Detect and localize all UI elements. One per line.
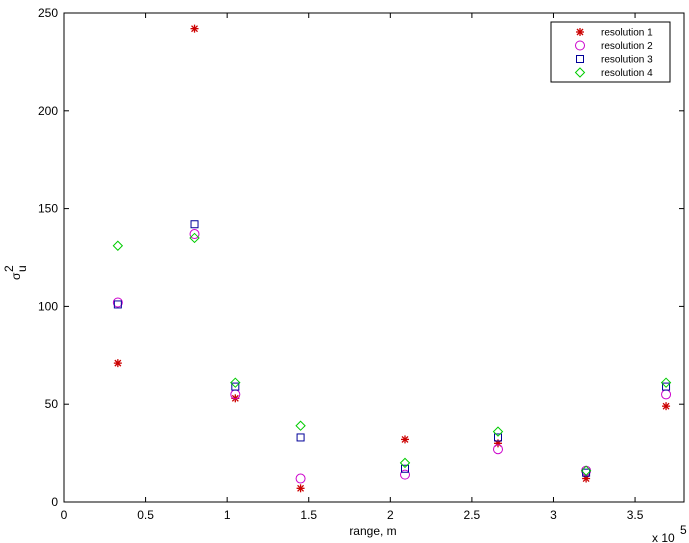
data-point [662, 402, 671, 411]
data-point [660, 377, 672, 388]
data-point [112, 240, 124, 251]
data-point [295, 473, 306, 484]
y-tick-label: 100 [38, 299, 58, 313]
x-tick-label: 3.5 [627, 508, 644, 522]
x-tick-label: 3 [550, 508, 557, 522]
data-point [230, 377, 241, 388]
legend: resolution 1 resolution 2 resolution 3 reso… [550, 21, 671, 83]
x-multiplier-label: x 10 [652, 531, 675, 543]
y-tick-label: 0 [51, 495, 58, 509]
data-point [493, 444, 503, 455]
x-axis: 0 0.5 1 1.5 2 2.5 3 3.5 [61, 13, 644, 522]
data-point [401, 464, 409, 473]
plot-area [63, 12, 685, 503]
x-multiplier: x 10 5 [652, 523, 687, 543]
data-point [296, 433, 305, 442]
y-tick-label: 250 [38, 6, 58, 20]
legend-marker [574, 67, 586, 78]
data-point [296, 484, 305, 493]
data-point [661, 389, 672, 400]
data-point [113, 359, 122, 368]
legend-label: resolution 4 [601, 68, 653, 79]
y-axis-label-superscript: 2 [2, 265, 16, 272]
legend-marker [576, 55, 584, 63]
y-axis: 0 50 100 150 200 250 [38, 6, 684, 509]
data-point [113, 300, 122, 309]
data-point [400, 469, 410, 480]
x-tick-label: 1 [224, 508, 231, 522]
data-point [112, 297, 123, 308]
x-multiplier-exponent: 5 [680, 523, 687, 537]
data-point [189, 229, 200, 240]
series-2 [112, 229, 672, 484]
data-point [399, 457, 411, 469]
x-tick-label: 2 [387, 508, 394, 522]
data-point [662, 382, 671, 391]
data-point [492, 426, 504, 437]
legend-item: resolution 2 [575, 40, 653, 52]
series-4 [112, 232, 672, 476]
y-tick-label: 200 [38, 104, 58, 118]
x-tick-label: 2.5 [464, 508, 481, 522]
y-tick-label: 50 [45, 397, 59, 411]
data-point [190, 24, 199, 33]
series-1 [113, 24, 671, 493]
x-axis-label: range, m [349, 524, 396, 538]
y-tick-label: 150 [38, 202, 58, 216]
legend-label: resolution 3 [601, 55, 653, 66]
legend-item: resolution 4 [574, 67, 653, 79]
y-axis-label-main: σ [9, 272, 23, 280]
data-point [231, 382, 240, 391]
data-point [494, 433, 502, 442]
series-3 [113, 220, 671, 477]
data-point [401, 435, 409, 444]
legend-item: resolution 3 [576, 55, 653, 66]
plot-frame [63, 12, 685, 503]
data-marks [112, 24, 672, 493]
x-tick-label: 1.5 [300, 508, 317, 522]
data-point [580, 465, 592, 476]
x-tick-label: 0 [61, 508, 68, 522]
legend-marker [575, 40, 585, 51]
legend-marker [576, 28, 584, 36]
legend-label: resolution 2 [601, 41, 653, 52]
legend-box [550, 21, 671, 83]
data-point [295, 420, 306, 431]
legend-item: resolution 1 [576, 28, 653, 39]
data-point [189, 232, 200, 244]
y-axis-label: σ 2 u [2, 265, 29, 280]
x-tick-label: 0.5 [137, 508, 154, 522]
legend-label: resolution 1 [601, 28, 653, 39]
y-axis-label-subscript: u [15, 265, 29, 272]
data-point [582, 468, 591, 477]
data-point [190, 220, 199, 229]
